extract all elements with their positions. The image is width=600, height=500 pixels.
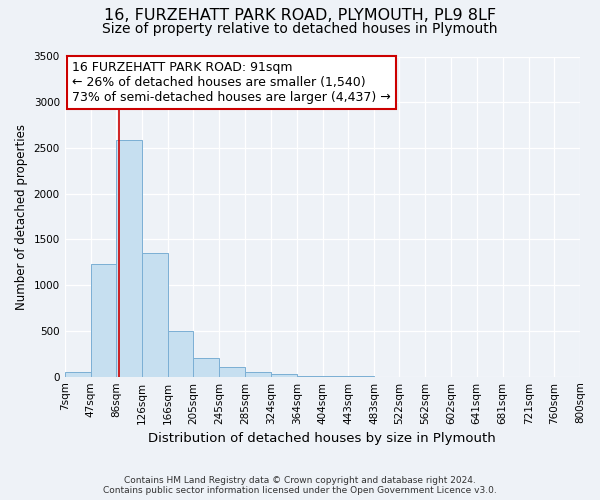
Text: Contains HM Land Registry data © Crown copyright and database right 2024.
Contai: Contains HM Land Registry data © Crown c… [103, 476, 497, 495]
Bar [116, 140, 142, 376]
X-axis label: Distribution of detached houses by size in Plymouth: Distribution of detached houses by size … [148, 432, 496, 445]
Bar [142, 253, 168, 376]
Bar [168, 331, 193, 376]
Bar [91, 264, 116, 376]
Text: 16, FURZEHATT PARK ROAD, PLYMOUTH, PL9 8LF: 16, FURZEHATT PARK ROAD, PLYMOUTH, PL9 8… [104, 8, 496, 22]
Bar [220, 366, 245, 376]
Text: 16 FURZEHATT PARK ROAD: 91sqm
← 26% of detached houses are smaller (1,540)
73% o: 16 FURZEHATT PARK ROAD: 91sqm ← 26% of d… [73, 62, 391, 104]
Bar [193, 358, 220, 376]
Bar [271, 374, 296, 376]
Bar [245, 372, 271, 376]
Text: Size of property relative to detached houses in Plymouth: Size of property relative to detached ho… [102, 22, 498, 36]
Y-axis label: Number of detached properties: Number of detached properties [15, 124, 28, 310]
Bar [65, 372, 91, 376]
